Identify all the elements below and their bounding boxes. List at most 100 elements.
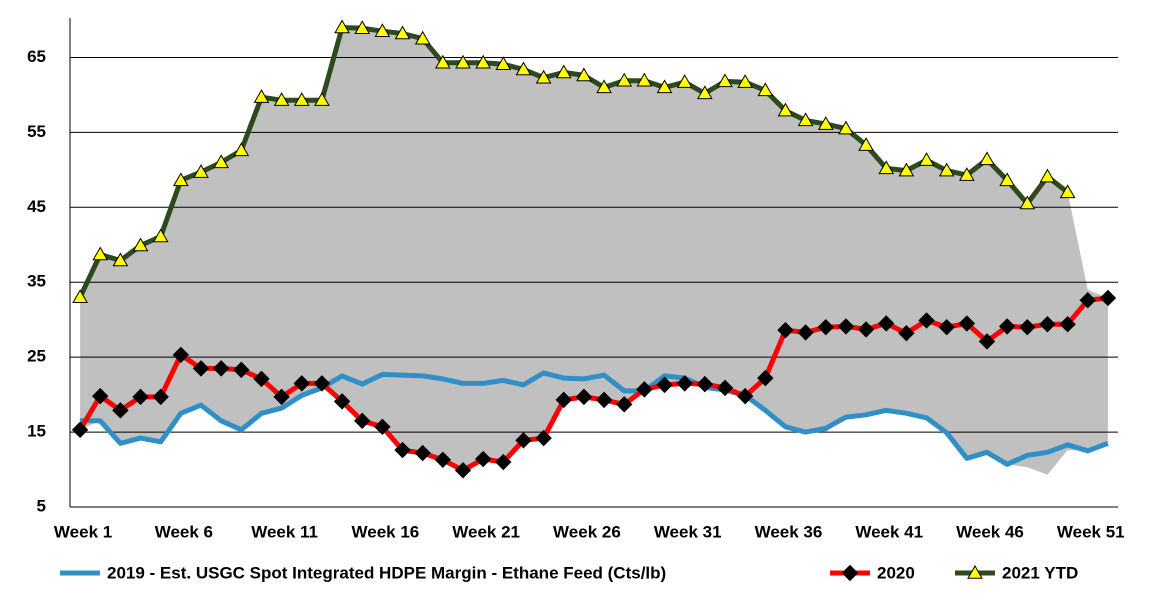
y-tick-label: 55	[27, 122, 46, 141]
triangle-marker	[92, 246, 109, 261]
triangle-marker	[616, 72, 633, 87]
diamond-marker	[958, 315, 976, 332]
diamond-marker	[616, 396, 633, 413]
x-tick-label: Week 21	[452, 522, 520, 541]
x-tick-label: Week 11	[251, 522, 318, 541]
triangle-marker	[112, 252, 129, 267]
y-tick-label: 65	[27, 47, 46, 66]
triangle-marker	[817, 116, 834, 130]
triangle-marker	[233, 142, 250, 157]
triangle-marker	[273, 92, 290, 106]
diamond-marker	[394, 441, 411, 459]
series-line	[80, 370, 1109, 467]
triangle-marker	[152, 228, 169, 243]
diamond-marker	[112, 402, 129, 419]
triangle-marker	[535, 69, 552, 84]
diamond-marker	[92, 387, 109, 405]
diamond-marker	[878, 315, 895, 332]
x-tick-label: Week 31	[654, 522, 722, 541]
diamond-marker	[841, 564, 859, 582]
triangle-marker	[172, 172, 189, 187]
triangle-marker	[555, 64, 572, 79]
triangle-marker	[334, 19, 350, 34]
diamond-marker	[716, 379, 734, 397]
triangle-marker	[958, 167, 975, 181]
diamond-marker	[636, 381, 653, 398]
y-tick-label: 5	[37, 496, 46, 515]
diamond-marker	[172, 346, 190, 364]
diamond-marker	[354, 412, 371, 430]
range-area	[80, 27, 1108, 475]
x-tick-label: Week 41	[855, 522, 923, 541]
diamond-marker	[656, 376, 673, 394]
diamond-marker	[1059, 315, 1076, 333]
triangle-marker	[394, 25, 411, 40]
diamond-marker	[71, 421, 89, 439]
triangle-marker	[777, 102, 794, 117]
triangle-marker	[938, 162, 955, 177]
triangle-marker	[414, 30, 431, 45]
x-tick-label: Week 6	[155, 522, 213, 541]
diamond-marker	[253, 370, 270, 388]
legend-label: 2020	[877, 563, 915, 582]
diamond-marker	[233, 361, 250, 379]
y-tick-label: 35	[27, 272, 46, 291]
triangle-marker	[636, 72, 653, 87]
diamond-marker	[293, 375, 310, 392]
diamond-marker	[212, 360, 230, 377]
diamond-marker	[898, 324, 915, 342]
diamond-marker	[474, 450, 492, 468]
diamond-marker	[1079, 292, 1096, 309]
x-tick-label: Week 36	[755, 522, 823, 541]
triangle-marker	[999, 172, 1016, 187]
diamond-marker	[495, 453, 512, 471]
x-tick-label: Week 51	[1057, 522, 1125, 541]
diamond-marker	[1019, 318, 1036, 336]
diamond-marker	[595, 391, 613, 409]
diamond-marker	[857, 321, 875, 338]
diamond-marker	[998, 318, 1016, 335]
triangle-marker	[213, 154, 230, 169]
diamond-marker	[1039, 315, 1056, 333]
triangle-marker	[515, 61, 532, 76]
diamond-marker	[333, 393, 351, 410]
triangle-marker	[1059, 184, 1076, 199]
diamond-marker	[273, 388, 290, 406]
diamond-marker	[1099, 289, 1117, 307]
triangle-marker	[374, 23, 391, 37]
triangle-marker	[717, 73, 733, 88]
triangle-marker	[696, 85, 713, 100]
diamond-marker	[837, 318, 855, 335]
triangle-marker	[596, 79, 612, 94]
triangle-marker	[967, 564, 983, 579]
diamond-marker	[374, 418, 391, 436]
diamond-marker	[736, 387, 754, 405]
diamond-marker	[454, 462, 472, 479]
diamond-marker	[978, 333, 996, 350]
triangle-marker	[354, 20, 371, 34]
triangle-marker	[858, 137, 874, 151]
triangle-marker	[1039, 168, 1056, 183]
legend-label: 2021 YTD	[1002, 563, 1078, 582]
x-tick-label: Week 16	[352, 522, 420, 541]
diamond-marker	[313, 375, 331, 392]
y-tick-label: 15	[27, 422, 46, 441]
triangle-marker	[253, 89, 270, 103]
triangle-marker	[797, 112, 814, 127]
triangle-marker	[676, 74, 693, 88]
triangle-marker	[293, 92, 310, 106]
x-tick-label: Week 46	[956, 522, 1024, 541]
triangle-marker	[878, 160, 895, 175]
diamond-marker	[938, 318, 955, 336]
triangle-marker	[1019, 195, 1036, 210]
diamond-marker	[777, 321, 794, 339]
diamond-marker	[555, 391, 572, 409]
triangle-marker	[455, 54, 471, 69]
diamond-marker	[676, 375, 693, 392]
triangle-marker	[898, 162, 915, 177]
diamond-marker	[192, 360, 210, 377]
triangle-marker	[475, 54, 492, 69]
triangle-marker	[132, 237, 149, 252]
triangle-marker	[979, 151, 995, 166]
